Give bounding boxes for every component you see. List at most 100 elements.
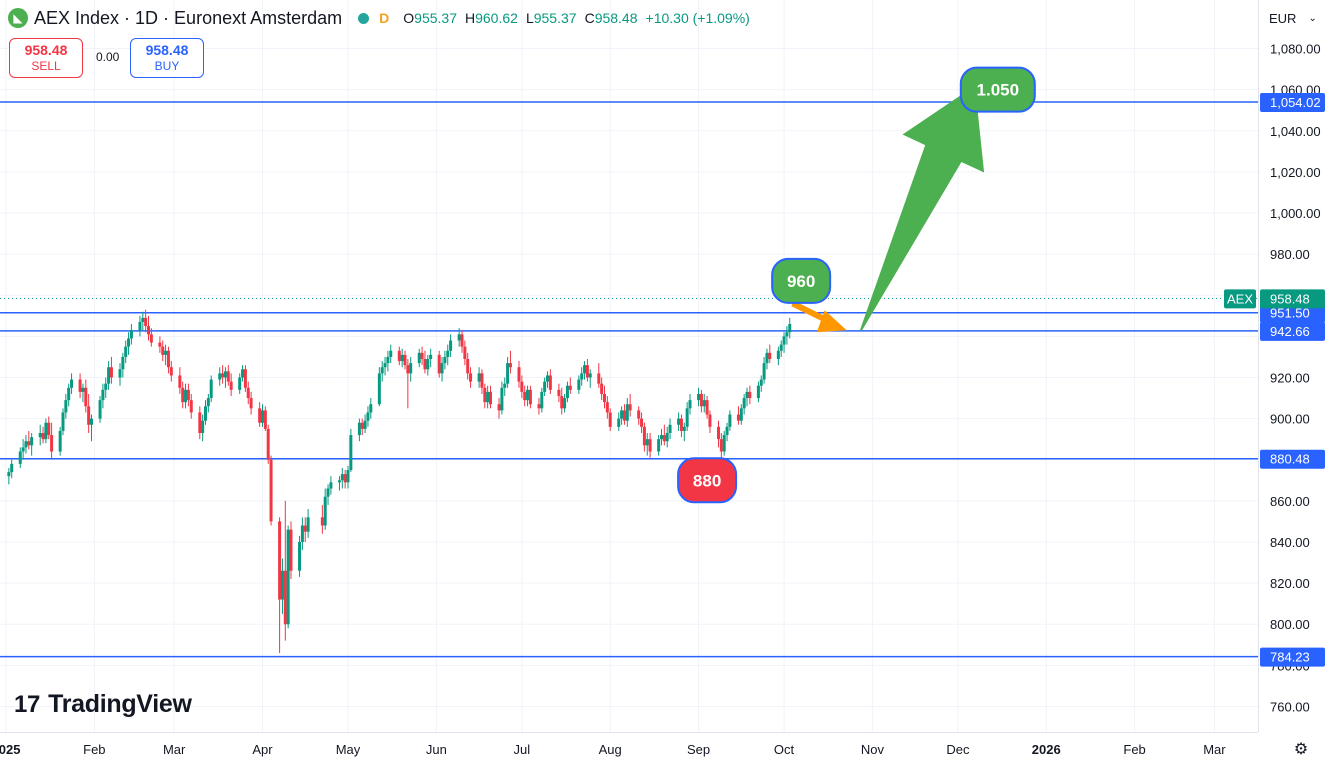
candle-body [166,350,170,368]
price-tick-label: 1,080.00 [1270,42,1321,57]
currency-selector[interactable]: EUR ⌄ [1260,4,1327,32]
candle-body [768,352,772,359]
candle-body [605,402,609,413]
candle-body [286,529,290,625]
candle-body [748,391,752,399]
time-axis[interactable]: 2025 Feb Mar Apr May Jun Jul Aug Sep Oct Nov Dec 202… [0,732,1258,758]
candle-body [662,435,666,442]
candle-body [357,422,361,436]
candle-body [762,363,766,380]
candle-body [386,356,390,364]
candle-body [426,358,430,370]
candle-body [600,383,604,394]
candle-body [759,379,763,386]
price-tick-label: 820.00 [1270,576,1310,591]
time-tick-label: Feb [83,742,105,757]
candle-body [178,375,182,388]
candle-body [469,373,473,382]
candle-body [30,437,34,446]
candle-body [397,350,401,362]
candle-body [660,435,663,440]
tradingview-watermark: 17 TradingView [14,690,192,719]
candle-body [229,381,233,390]
candle-body [679,418,683,431]
candle-body [782,336,786,345]
price-axis[interactable]: 760.00780.00800.00820.00840.00860.00880.… [1224,0,1327,761]
candle-body [565,385,569,399]
candle-body [677,418,681,425]
candle-body [289,529,293,571]
candle-body [597,373,601,384]
candle-body [708,414,712,427]
green-arrow [860,85,985,331]
candle-body [682,426,686,431]
candle-body [765,352,769,364]
candle-body [326,488,330,497]
ohlc-close: C958.48 [584,10,638,26]
candle-body [417,352,421,364]
horizontal-levels [0,101,1258,658]
time-tick-label: Mar [163,742,186,757]
candle-body [625,404,629,421]
chart-grid [0,0,1258,732]
symbol-title[interactable]: AEX Index · 1D · Euronext Amsterdam [34,7,343,28]
candle-body [64,400,68,413]
candle-body [466,358,470,374]
candle-body [483,387,487,403]
spread-value: 0.00 [96,50,120,64]
candle-body [380,367,384,374]
candle-body [717,426,720,440]
candle-body [98,400,102,419]
price-tick-label: 900.00 [1270,412,1310,427]
candle-body [223,371,227,378]
candle-body [722,435,726,452]
candle-body [249,398,253,409]
gear-icon[interactable]: ⚙ [1293,741,1309,758]
price-tick-label: 840.00 [1270,535,1310,550]
last-price-tag [1260,289,1325,309]
time-tick-label: Dec [946,742,970,757]
candle-body [739,408,743,421]
callout-label: 960 [787,272,815,291]
candle-body [617,418,621,427]
candle-body [477,373,481,382]
candle-body [241,369,245,378]
candle-body [517,367,521,382]
candle-body [585,365,589,378]
callout-label: 880 [693,471,721,490]
candle-body [366,412,370,421]
sell-button[interactable]: 958.48 SELL [9,38,83,78]
candle-body [563,398,567,409]
candle-body [121,356,125,370]
chart-header: ◣ AEX Index · 1D · Euronext Amsterdam D … [8,6,750,30]
candle-body [557,389,561,397]
candle-body [258,408,262,423]
time-tick-label: Jul [514,742,531,757]
candle-body [645,439,649,446]
candle-body [38,433,42,438]
candle-body [583,365,587,374]
candle-body [61,412,65,431]
level-price-label: 880.48 [1270,452,1310,467]
tradingview-logo-icon: 17 [14,690,41,718]
candle-body [486,391,490,403]
market-status-icon [358,12,370,24]
candle-body [543,381,547,392]
candle-body [184,389,188,403]
buy-button[interactable]: 958.48 BUY [130,38,204,78]
orange-arrow-head [816,310,847,333]
candle-body [429,354,433,359]
candle-body [548,375,552,390]
candle-body [719,439,723,452]
candle-body [320,517,324,526]
candle-body [702,400,706,407]
candle-body [688,400,692,409]
candle-body [87,406,91,425]
candle-body [127,338,131,347]
candle-body [568,385,572,390]
candle-body [246,387,250,399]
candle-body [506,363,510,384]
candle-body [346,470,350,483]
candles [7,293,800,653]
